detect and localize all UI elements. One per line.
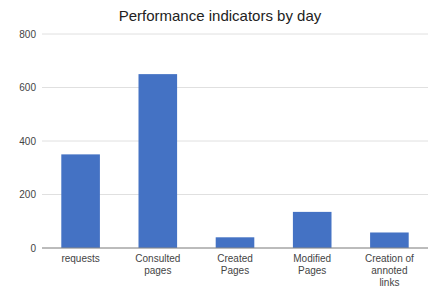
grid-line (42, 194, 428, 195)
x-tick-label: requests (61, 253, 99, 264)
y-tick-label: 0 (30, 243, 36, 254)
bar (370, 232, 409, 248)
grid-line (42, 248, 428, 249)
grid-line (42, 34, 428, 35)
x-tick-label: Creation ofannotedlinks (365, 253, 414, 288)
y-tick-label: 200 (19, 189, 36, 200)
y-tick-label: 600 (19, 82, 36, 93)
bars (61, 74, 408, 248)
bar (216, 237, 255, 248)
grid-line (42, 87, 428, 88)
y-tick-label: 400 (19, 136, 36, 147)
x-axis-line (42, 248, 428, 249)
chart-title: Performance indicators by day (119, 7, 322, 24)
y-grid (42, 34, 428, 248)
y-axis: 0 200 400 600 800 (19, 29, 36, 254)
chart-svg: Performance indicators by day 0 200 400 600 8… (0, 0, 440, 294)
bar (61, 154, 100, 248)
x-axis: requests Consultedpages CreatedPages Modifi… (61, 253, 414, 288)
x-tick-label: Consultedpages (135, 253, 180, 276)
bar (139, 74, 178, 248)
bar (293, 212, 332, 248)
y-tick-label: 800 (19, 29, 36, 40)
grid-line (42, 141, 428, 142)
x-tick-label: CreatedPages (217, 253, 253, 276)
chart-container: Performance indicators by day 0 200 400 600 8… (0, 0, 440, 294)
x-tick-label: ModifiedPages (293, 253, 331, 276)
